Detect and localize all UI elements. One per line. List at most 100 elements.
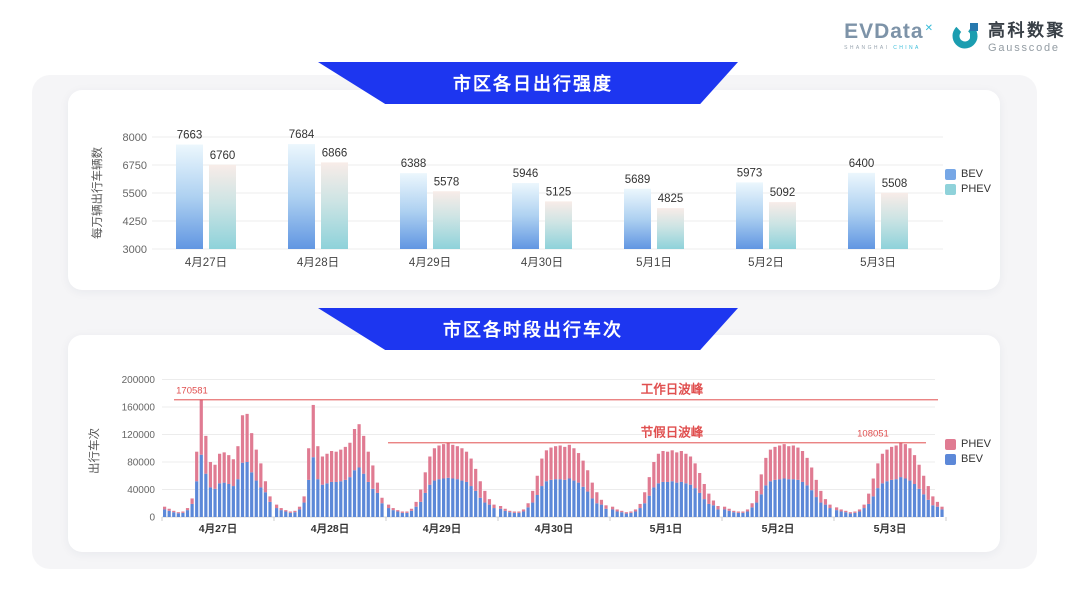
- phev-segment: [185, 508, 190, 511]
- bev-segment: [563, 479, 567, 517]
- bev-segment: [656, 483, 661, 517]
- bev-segment: [423, 492, 427, 517]
- phev-segment: [499, 506, 503, 509]
- svg-text:5月1日: 5月1日: [650, 523, 683, 535]
- phev-segment: [357, 424, 361, 468]
- bev-segment: [624, 513, 628, 517]
- bev-segment: [204, 473, 208, 517]
- phev-segment: [517, 511, 521, 513]
- phev-segment: [828, 504, 832, 509]
- svg-text:160000: 160000: [122, 403, 156, 414]
- phev-segment: [414, 501, 418, 507]
- bev-segment: [503, 510, 507, 517]
- phev-segment: [661, 451, 665, 482]
- bev-segment: [880, 483, 885, 517]
- bev-segment: [380, 503, 384, 517]
- bev-segment: [633, 511, 638, 517]
- phev-segment: [487, 499, 492, 505]
- phev-segment: [400, 511, 404, 513]
- phev-segment: [293, 510, 297, 513]
- phev-segment: [432, 448, 437, 481]
- phev-segment: [894, 445, 898, 480]
- phev-segment: [554, 446, 558, 480]
- bev-segment: [245, 462, 249, 517]
- phev-segment: [362, 435, 366, 474]
- bev-segment: [839, 511, 843, 517]
- phev-segment: [334, 451, 338, 482]
- phev-segment: [478, 481, 482, 498]
- svg-text:4月27日: 4月27日: [199, 523, 238, 535]
- svg-text:4月29日: 4月29日: [409, 257, 451, 269]
- bev-segment: [782, 478, 786, 517]
- svg-text:8000: 8000: [123, 132, 147, 144]
- bev-segment: [181, 512, 185, 517]
- phev-segment: [917, 464, 921, 489]
- phev-segment: [240, 415, 245, 463]
- stacked-bars-group: [163, 399, 944, 517]
- bev-segment: [163, 509, 167, 517]
- bev-segment: [268, 501, 272, 517]
- svg-text:6866: 6866: [322, 147, 348, 159]
- bev-segment: [800, 481, 805, 517]
- bev-segment: [259, 487, 263, 517]
- phev-segment: [867, 493, 871, 504]
- phev-segment: [935, 501, 940, 507]
- bev-segment: [474, 490, 478, 517]
- phev-segment: [245, 413, 249, 462]
- svg-text:6388: 6388: [401, 158, 427, 170]
- bev-segment: [544, 481, 549, 517]
- bev-segment: [414, 506, 418, 517]
- svg-text:108051: 108051: [857, 429, 889, 440]
- bev-segment: [581, 486, 585, 517]
- bev-segment: [857, 511, 862, 517]
- svg-text:5578: 5578: [434, 176, 460, 188]
- phev-segment: [250, 433, 254, 473]
- bev-segment: [615, 511, 619, 517]
- phev-segment: [647, 477, 651, 496]
- phev-bar: [881, 192, 908, 249]
- phev-segment: [483, 490, 487, 503]
- phev-segment: [800, 451, 805, 482]
- svg-text:6750: 6750: [123, 160, 147, 172]
- phev-segment: [391, 508, 395, 511]
- bev-segment: [195, 481, 199, 517]
- phev-segment: [199, 399, 203, 455]
- phev-segment: [773, 446, 777, 480]
- phev-segment: [599, 499, 604, 505]
- bev-segment: [357, 467, 361, 517]
- phev-segment: [590, 482, 594, 499]
- bev-segment: [483, 502, 487, 517]
- bev-segment: [620, 512, 624, 517]
- phev-segment: [419, 489, 423, 502]
- bev-segment: [549, 479, 553, 517]
- svg-text:5508: 5508: [882, 178, 908, 190]
- bev-segment: [558, 479, 562, 517]
- phev-segment: [572, 448, 576, 481]
- bev-segment: [741, 512, 745, 517]
- bev-segment: [535, 495, 539, 517]
- phev-segment: [263, 481, 268, 493]
- evdata-logo-subtext: SHANGHAI CHINA: [844, 44, 921, 51]
- bev-segment: [670, 481, 674, 517]
- bev-segment: [755, 502, 759, 517]
- phev-segment: [688, 456, 693, 485]
- bev-segment: [629, 512, 633, 517]
- svg-text:6760: 6760: [210, 150, 236, 162]
- bev-segment: [288, 512, 292, 517]
- bev-segment: [814, 497, 818, 517]
- phev-segment: [208, 462, 213, 488]
- phev-segment: [835, 507, 839, 511]
- phev-segment: [782, 444, 786, 479]
- bev-segment: [862, 508, 866, 517]
- phev-segment: [549, 447, 553, 480]
- phev-segment: [638, 503, 642, 509]
- bev-segment: [759, 494, 763, 517]
- svg-text:200000: 200000: [122, 375, 156, 386]
- bev-segment: [391, 510, 395, 517]
- bars-group: [176, 144, 908, 249]
- bev-segment: [311, 457, 315, 517]
- phev-segment: [823, 499, 828, 505]
- bev-bar: [624, 188, 651, 249]
- bev-segment: [460, 480, 464, 517]
